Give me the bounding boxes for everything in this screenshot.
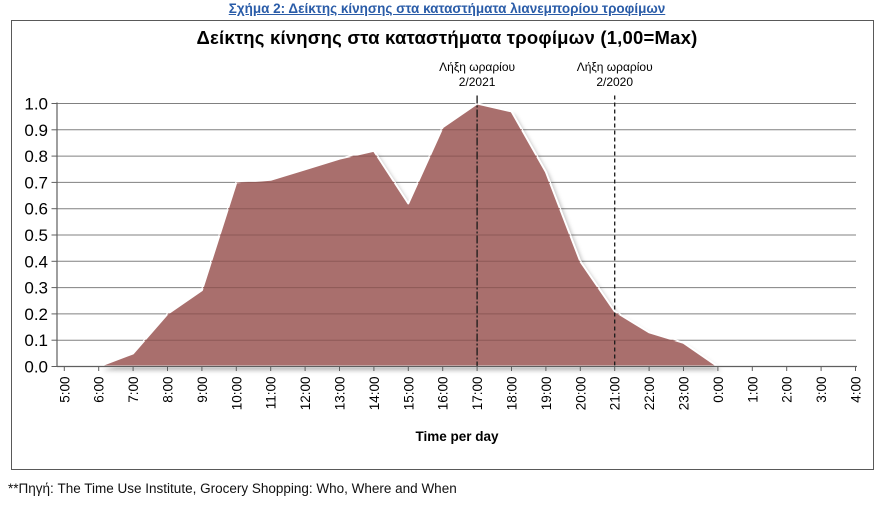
annotation-2020: Λήξη ωραρίου 2/2020 — [577, 60, 653, 90]
annotation-2020-line2: 2/2020 — [596, 75, 634, 89]
annotation-2021-line2: 2/2021 — [458, 75, 496, 89]
annotation-2020-line1: Λήξη ωραρίου — [576, 60, 653, 74]
x-axis-title: Time per day — [415, 429, 499, 444]
annotation-2021: Λήξη ωραρίου 2/2021 — [439, 60, 515, 90]
source-note: **Πηγή: The Time Use Institute, Grocery … — [8, 481, 457, 496]
chart-title: Δείκτης κίνησης στα καταστήματα τροφίμων… — [196, 27, 698, 48]
annotation-2021-line1: Λήξη ωραρίου — [439, 60, 516, 74]
figure-caption: Σχήμα 2: Δείκτης κίνησης στα καταστήματα… — [228, 1, 666, 16]
